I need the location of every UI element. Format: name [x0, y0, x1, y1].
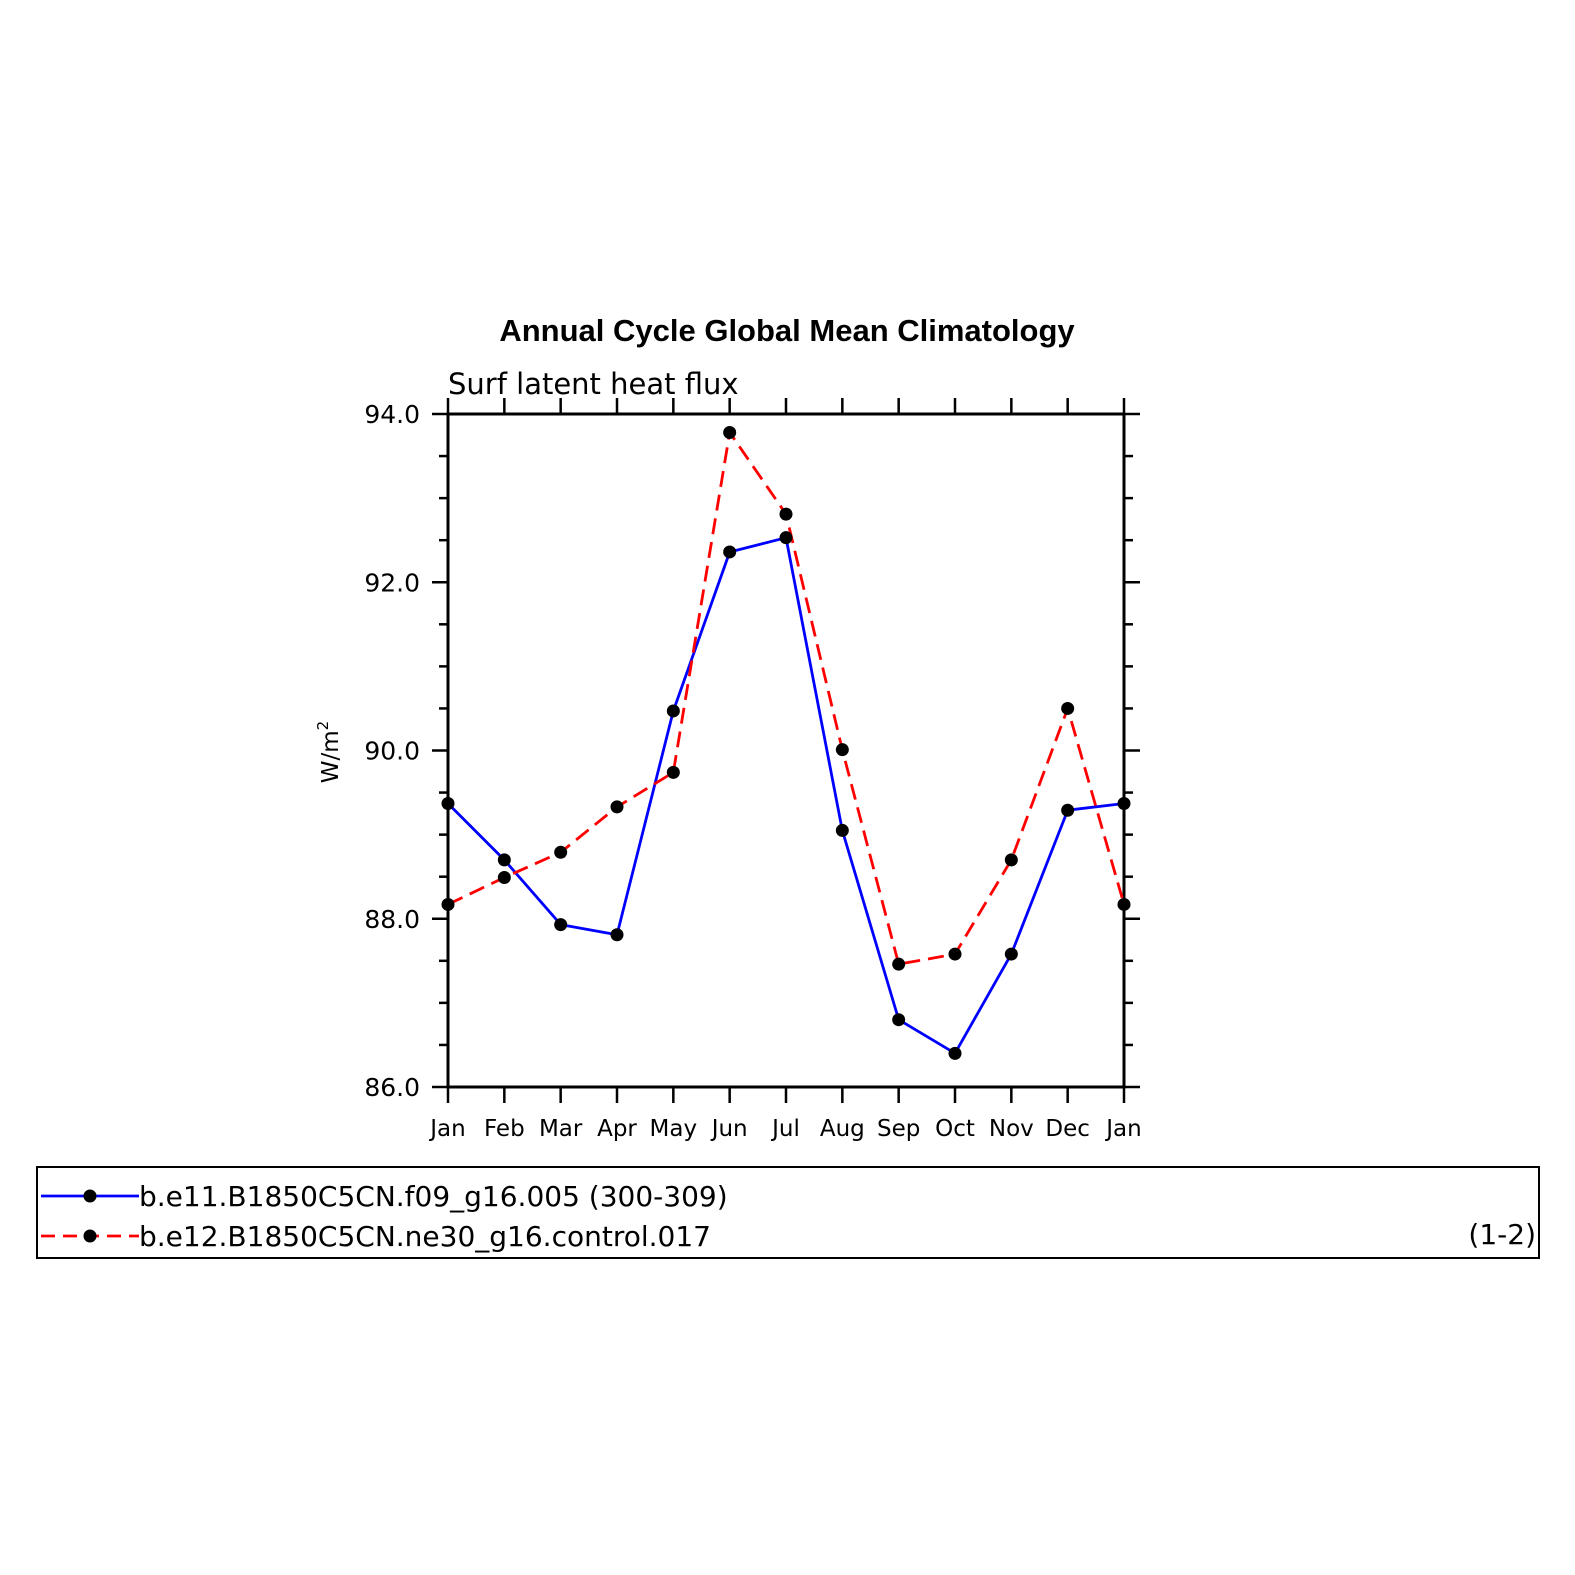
series-2-point: [723, 426, 737, 440]
x-tick-label: Aug: [820, 1116, 865, 1142]
series-2-point: [835, 743, 849, 757]
series-1-point: [779, 531, 793, 545]
series-2-point: [666, 765, 680, 779]
series-1-point: [554, 918, 568, 932]
series-2-point: [948, 947, 962, 961]
x-tick-label: May: [650, 1116, 698, 1142]
y-axis-label-exponent: 2: [314, 721, 332, 731]
series-2-point: [441, 897, 455, 911]
series-1-point: [497, 853, 511, 867]
legend-marker-1: [83, 1189, 97, 1203]
series-2-point: [554, 845, 568, 859]
series-1-point: [1004, 947, 1018, 961]
series-1-point: [892, 1013, 906, 1027]
x-tick-label: Sep: [877, 1116, 920, 1142]
x-tick-label: Jan: [428, 1116, 465, 1142]
series-1-point: [441, 796, 455, 810]
series-1-point: [948, 1046, 962, 1060]
y-tick-label: 92.0: [364, 568, 420, 597]
x-axis-ticks: Jan Feb Mar Apr May Jun Jul Aug Sep Oct Nov Dec Jan: [428, 398, 1142, 1142]
series-1-point: [835, 823, 849, 837]
legend-label-1: b.e11.B1850C5CN.f09_g16.005 (300-309): [139, 1180, 728, 1213]
series-layer: [441, 426, 1131, 1060]
x-tick-label: Jun: [710, 1116, 748, 1142]
series-2-point: [1061, 701, 1075, 715]
y-tick-label: 88.0: [364, 905, 420, 934]
series-2-point: [1004, 853, 1018, 867]
series-1-point: [1117, 796, 1131, 810]
y-tick-label: 90.0: [364, 737, 420, 766]
y-tick-label: 86.0: [364, 1073, 420, 1102]
legend-box: [36, 1166, 1540, 1259]
series-1-point: [1061, 803, 1075, 817]
x-tick-label: Dec: [1045, 1116, 1090, 1142]
y-axis-label-base: W/m: [318, 730, 344, 783]
x-tick-label: Mar: [539, 1116, 583, 1142]
series-2-point: [497, 871, 511, 885]
chart-title: Annual Cycle Global Mean Climatology: [499, 313, 1075, 348]
series-1-point: [723, 545, 737, 559]
series-2-point: [779, 507, 793, 521]
x-tick-label: Feb: [484, 1116, 525, 1142]
y-axis-label: W/m2: [314, 721, 344, 783]
x-tick-label: Jan: [1104, 1116, 1141, 1142]
series-2-point: [610, 800, 624, 814]
legend-marker-2: [83, 1229, 97, 1243]
legend: b.e11.B1850C5CN.f09_g16.005 (300-309) b.e…: [41, 1180, 728, 1253]
series-line-1: [447, 536, 1125, 1055]
x-tick-label: Oct: [935, 1116, 975, 1142]
x-tick-label: Jul: [770, 1116, 800, 1142]
series-1-point: [666, 704, 680, 718]
x-tick-label: Apr: [597, 1116, 637, 1142]
series-2-point: [892, 957, 906, 971]
x-tick-label: Nov: [989, 1116, 1034, 1142]
chart-subtitle: Surf latent heat flux: [448, 367, 739, 401]
legend-label-2: b.e12.B1850C5CN.ne30_g16.control.017: [139, 1220, 711, 1253]
y-tick-label: 94.0: [364, 400, 420, 429]
y-axis-ticks: 86.0 88.0 90.0 92.0 94.0: [364, 400, 1140, 1102]
legend-note: (1-2): [1468, 1218, 1536, 1251]
series-1-point: [610, 928, 624, 942]
series-2-point: [1117, 897, 1131, 911]
